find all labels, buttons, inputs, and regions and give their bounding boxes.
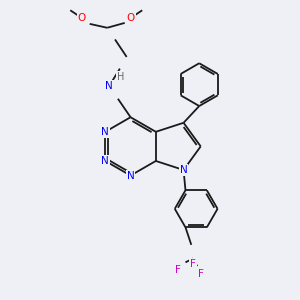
Text: N: N <box>105 81 113 91</box>
Text: N: N <box>127 171 134 181</box>
Text: N: N <box>180 165 188 175</box>
Text: O: O <box>126 13 135 23</box>
Text: N: N <box>101 127 109 137</box>
Text: N: N <box>101 156 109 166</box>
Text: F: F <box>175 265 181 275</box>
Text: N: N <box>127 171 134 181</box>
Text: N: N <box>101 127 109 137</box>
Text: F: F <box>198 269 204 279</box>
Text: F: F <box>190 259 196 269</box>
Text: H: H <box>117 72 124 82</box>
Text: O: O <box>78 13 86 23</box>
